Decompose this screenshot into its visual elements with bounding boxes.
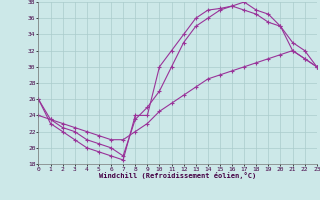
- X-axis label: Windchill (Refroidissement éolien,°C): Windchill (Refroidissement éolien,°C): [99, 172, 256, 179]
